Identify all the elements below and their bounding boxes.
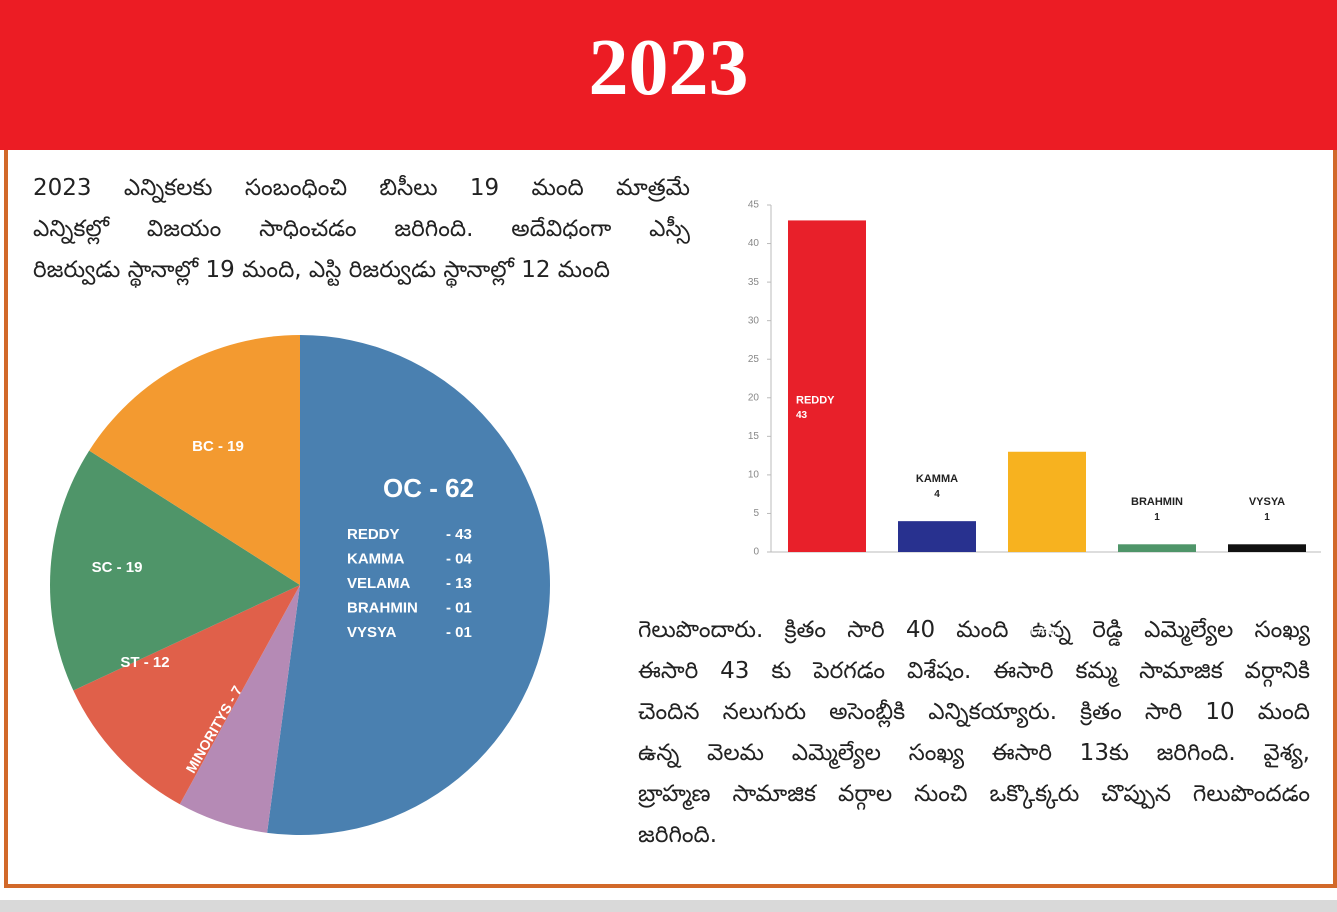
text-line: జరిగింది. — [638, 822, 718, 848]
breakdown-value: - 01 — [446, 624, 472, 641]
slice-label: BC - 19 — [192, 438, 244, 455]
bar-value-label: 4 — [934, 489, 940, 500]
slice-label: ST - 12 — [120, 654, 169, 671]
bar — [898, 521, 976, 552]
text-line: బ్రాహ్మణ సామాజిక వర్గాల నుంచి ఒక్కొక్కరు… — [638, 781, 1310, 807]
breakdown-name: REDDY — [347, 526, 400, 543]
y-tick-label: 40 — [748, 238, 760, 249]
text-line: ఈసారి 43 కు పెరగడం విశేషం. ఈసారి కమ్మ సా… — [638, 658, 1310, 684]
header-band: 2023 — [0, 0, 1337, 150]
breakdown-name: BRAHMIN — [347, 599, 418, 616]
text-line: 2023 ఎన్నికలకు సంబంధించి బిసీలు 19 మంది … — [33, 175, 690, 201]
bar — [1228, 544, 1306, 552]
breakdown-name: VELAMA — [347, 575, 411, 592]
breakdown-value: - 13 — [446, 575, 472, 592]
y-tick-label: 10 — [748, 470, 760, 481]
bar-category: KAMMA — [916, 473, 958, 485]
bar-value-label: 1 — [1154, 512, 1160, 523]
header-title: 2023 — [588, 24, 749, 112]
bar — [788, 220, 866, 552]
paragraph: గెలుపొందారు. క్రితం సారి 40 మంది ఉన్న రె… — [638, 610, 1310, 856]
bar-category: REDDY — [796, 394, 835, 406]
breakdown-value: - 43 — [446, 526, 472, 543]
pie-slice — [73, 585, 300, 805]
bar-category: BRAHMIN — [1131, 496, 1183, 508]
text-line: రిజర్వుడు స్థానాల్లో 19 మంది, ఎస్టి రిజర… — [33, 257, 611, 283]
y-tick-label: 25 — [748, 354, 760, 365]
y-tick-label: 0 — [753, 547, 759, 558]
y-tick-label: 45 — [748, 200, 760, 211]
pie-slice — [49, 450, 300, 691]
y-tick-label: 20 — [748, 392, 760, 403]
bar-value-label: 43 — [796, 410, 808, 421]
frame — [4, 150, 1337, 888]
print-strip — [0, 900, 1337, 912]
breakdown-name: VYSYA — [347, 624, 397, 641]
bar-value-label: 1 — [1264, 512, 1270, 523]
text-line: చెందిన నలుగురు అసెంబ్లీకి ఎన్నికయ్యారు. … — [638, 699, 1310, 725]
breakdown-value: - 01 — [446, 599, 472, 616]
paragraph: 2023 ఎన్నికలకు సంబంధించి బిసీలు 19 మంది … — [33, 168, 690, 291]
pie-slice — [179, 585, 300, 833]
bar — [1118, 544, 1196, 552]
text-line: ఎన్నికల్లో విజయం సాధించడం జరిగింది. అదేవ… — [33, 216, 690, 242]
bar-category: VYSYA — [1249, 496, 1285, 508]
pie-slice — [267, 335, 550, 835]
pie-slice — [89, 335, 300, 585]
y-tick-label: 35 — [748, 277, 760, 288]
text-line: ఉన్న వెలమ ఎమ్మెల్యేల సంఖ్య ఈసారి 13కు జర… — [638, 740, 1310, 766]
breakdown-name: KAMMA — [347, 550, 405, 567]
slice-label: OC - 62 — [383, 473, 474, 503]
bar — [1008, 451, 1086, 552]
y-tick-label: 30 — [748, 315, 760, 326]
y-tick-label: 5 — [753, 508, 759, 519]
bar-value-label: 13 — [1016, 641, 1028, 652]
slice-label: SC - 19 — [92, 559, 143, 576]
bar-category: VELAMA — [1016, 626, 1063, 638]
y-tick-label: 15 — [748, 431, 760, 442]
text-line: గెలుపొందారు. క్రితం సారి 40 మంది ఉన్న రె… — [638, 617, 1310, 643]
breakdown-value: - 04 — [446, 550, 473, 567]
